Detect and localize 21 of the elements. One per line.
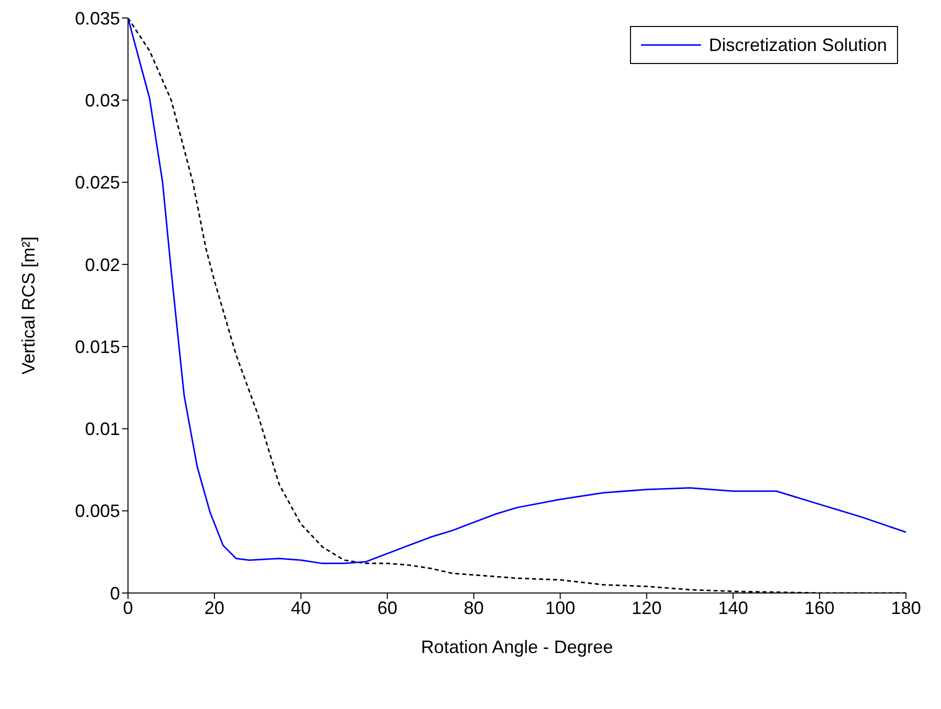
y-tick-label: 0.015 (74, 336, 120, 357)
x-tick-label: 100 (545, 598, 576, 618)
x-tick-label: 80 (464, 598, 484, 618)
y-tick-label: 0.01 (84, 419, 120, 440)
x-tick-label: 140 (718, 598, 748, 618)
y-tick-label: 0.035 (74, 8, 120, 28)
y-tick-label: 0.025 (74, 172, 120, 193)
x-tick-label: 60 (377, 598, 398, 618)
y-tick-label: 0.02 (84, 254, 120, 275)
y-tick-label: 0 (110, 583, 120, 604)
y-tick-label: 0.03 (84, 90, 120, 111)
x-tick-label: 0 (122, 598, 134, 618)
x-tick-label: 40 (290, 598, 311, 618)
legend-label: Discretization Solution (708, 34, 887, 57)
x-tick-label: 180 (890, 598, 922, 618)
x-tick-label: 120 (632, 598, 662, 618)
y-axis-title: Vertical RCS [m²] (18, 236, 38, 375)
x-axis-title: Rotation Angle - Degree (420, 637, 614, 657)
x-tick-label: 20 (204, 598, 224, 618)
x-tick-label: 160 (804, 598, 835, 618)
y-tick-label: 0.005 (74, 501, 120, 522)
